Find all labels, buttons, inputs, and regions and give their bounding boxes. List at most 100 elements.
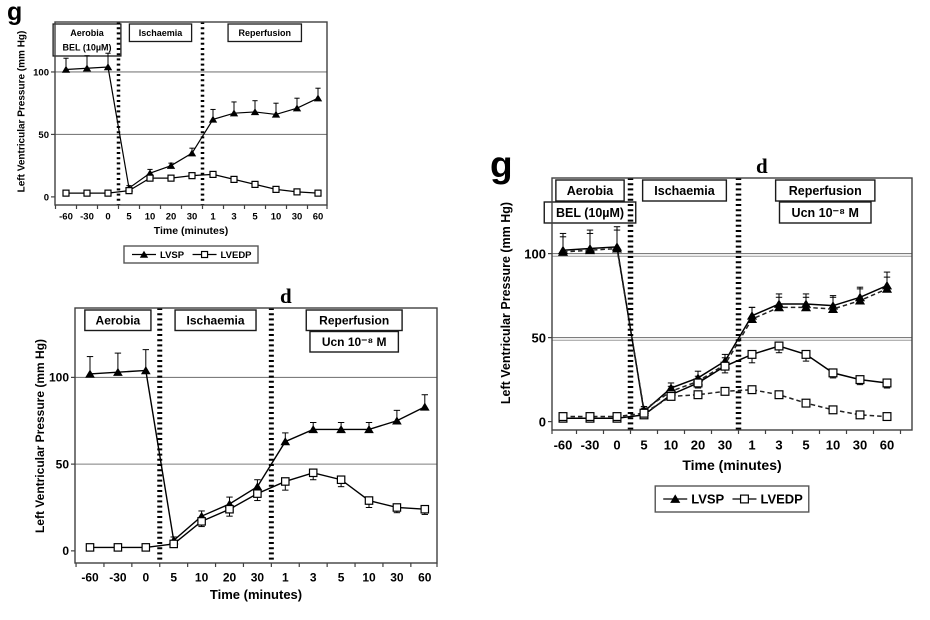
plot-frame	[74, 307, 438, 564]
triangle-marker	[854, 296, 866, 305]
triangle-marker	[827, 304, 839, 313]
phase-box-aerobia: Aerobia	[84, 309, 152, 332]
chart-text: 1	[282, 570, 289, 584]
square-marker	[272, 185, 280, 193]
triangle-marker	[419, 402, 430, 411]
chart-text: 1	[748, 438, 755, 453]
square-marker	[167, 174, 175, 182]
chart-text: 30	[292, 211, 303, 222]
triangle-marker	[252, 482, 263, 491]
chart-text: 20	[166, 211, 177, 222]
phase-box-ischaemia: Ischaemia	[128, 23, 193, 43]
chart-text: 3	[775, 438, 782, 453]
series-lvedp	[85, 468, 430, 552]
chart-canvas-bel: 0 50 100 -60 -30 0 5 10 20 30 1 3 5 10 30 60 Aerobia BEL …	[33, 21, 328, 264]
series-line	[65, 66, 319, 190]
square-marker	[85, 543, 95, 552]
phase-box-aerobia: Aerobia BEL (10µM)	[52, 23, 122, 57]
phase-box-border	[174, 309, 257, 332]
triangle-marker	[392, 416, 402, 425]
series-lvsp	[61, 52, 323, 192]
phase-labels: Aerobia BEL (10µM) Ischaemia Reperfusion	[52, 23, 303, 57]
phase-box-ischaemia: Ischaemia	[641, 179, 728, 202]
chart-text: Reperfusion	[319, 314, 389, 328]
square-marker	[230, 175, 238, 183]
legend: LVSP LVEDP	[654, 485, 810, 513]
square-marker	[209, 170, 217, 178]
chart-text: BEL (10µM)	[62, 42, 111, 52]
phase-labels: Aerobia Ischaemia Reperfusion Ucn 10⁻⁸ M	[84, 309, 403, 353]
axes: 0 50 100 -60 -30 0 5 10 20 30 1 3 5 10 30 60	[49, 371, 438, 584]
phase-box-reperfusion: Reperfusion Ucn 10⁻⁸ M	[305, 309, 403, 353]
chart-text: -60	[554, 438, 573, 453]
phase-dividers	[116, 22, 205, 205]
square-marker	[141, 543, 151, 552]
triangle-marker	[166, 161, 176, 169]
triangle-marker	[103, 63, 113, 71]
x-axis-title: Time (minutes)	[154, 225, 228, 237]
square-marker	[774, 341, 784, 351]
square-marker	[612, 412, 622, 422]
triangle-marker	[280, 437, 291, 446]
square-marker	[720, 386, 730, 396]
phase-dividers	[627, 178, 742, 430]
phase-box-border	[305, 309, 403, 332]
chart-text: 100	[524, 246, 546, 261]
chart-text: 10	[145, 211, 156, 222]
chart-text: 30	[390, 570, 404, 584]
panel-label-g: g	[7, 0, 23, 26]
series-line	[562, 246, 888, 413]
axes: 0 50 100 -60 -30 0 5 10 20 30 1 3 5 10 30 60	[524, 246, 912, 453]
series-line	[89, 369, 426, 542]
square-marker	[104, 189, 112, 197]
triangle-marker	[336, 425, 346, 434]
phase-box-border	[543, 201, 637, 224]
square-marker	[225, 504, 234, 514]
phase-box-reperfusion: Reperfusion	[227, 23, 303, 43]
phase-box-border	[309, 330, 400, 353]
chart-text: 10	[664, 438, 678, 453]
chart-text: -60	[59, 211, 73, 222]
chart-text: Aerobia	[70, 28, 105, 38]
square-marker	[62, 189, 70, 197]
chart-text: LVEDP	[221, 250, 253, 261]
chart-text: 0	[142, 570, 149, 584]
chart-text: 100	[49, 371, 69, 385]
phase-box-aerobia: Aerobia BEL (10µM)	[543, 179, 637, 224]
square-marker	[747, 349, 757, 359]
triangle-marker	[313, 94, 323, 102]
triangle-marker	[140, 366, 151, 375]
triangle-marker	[208, 115, 218, 123]
series-lvsp	[85, 349, 430, 545]
panel-bottom-left: d Left Ventricular Pressure (mm Hg) 0 50 1…	[18, 284, 480, 620]
legend: LVSP LVEDP	[123, 245, 259, 264]
square-marker	[83, 189, 91, 197]
chart-text: -30	[581, 438, 600, 453]
square-marker	[125, 187, 133, 195]
square-marker	[251, 180, 259, 188]
square-marker	[720, 361, 730, 371]
chart-text: 10	[826, 438, 840, 453]
chart-text: 5	[640, 438, 647, 453]
panel-label-d: d	[280, 284, 292, 308]
plot-frame	[551, 177, 913, 431]
square-marker	[855, 375, 865, 385]
error-bars	[559, 229, 891, 410]
triangle-marker	[85, 369, 95, 378]
chart-text: Ischaemia	[139, 28, 184, 38]
error-bars	[559, 226, 891, 412]
chart-text: 30	[187, 211, 198, 222]
square-marker	[420, 504, 430, 514]
chart-text: 60	[313, 211, 324, 222]
chart-text: 50	[532, 330, 546, 345]
triangle-marker	[611, 243, 623, 253]
triangle-marker	[187, 149, 197, 157]
phase-box-ischaemia: Ischaemia	[174, 309, 257, 332]
chart-text: 5	[170, 570, 177, 584]
axes: 0 50 100 -60 -30 0 5 10 20 30 1 3 5 10 30 60	[33, 67, 328, 222]
chart-text: 10	[271, 211, 282, 222]
triangle-marker	[308, 425, 319, 434]
chart-text: 0	[62, 544, 69, 558]
